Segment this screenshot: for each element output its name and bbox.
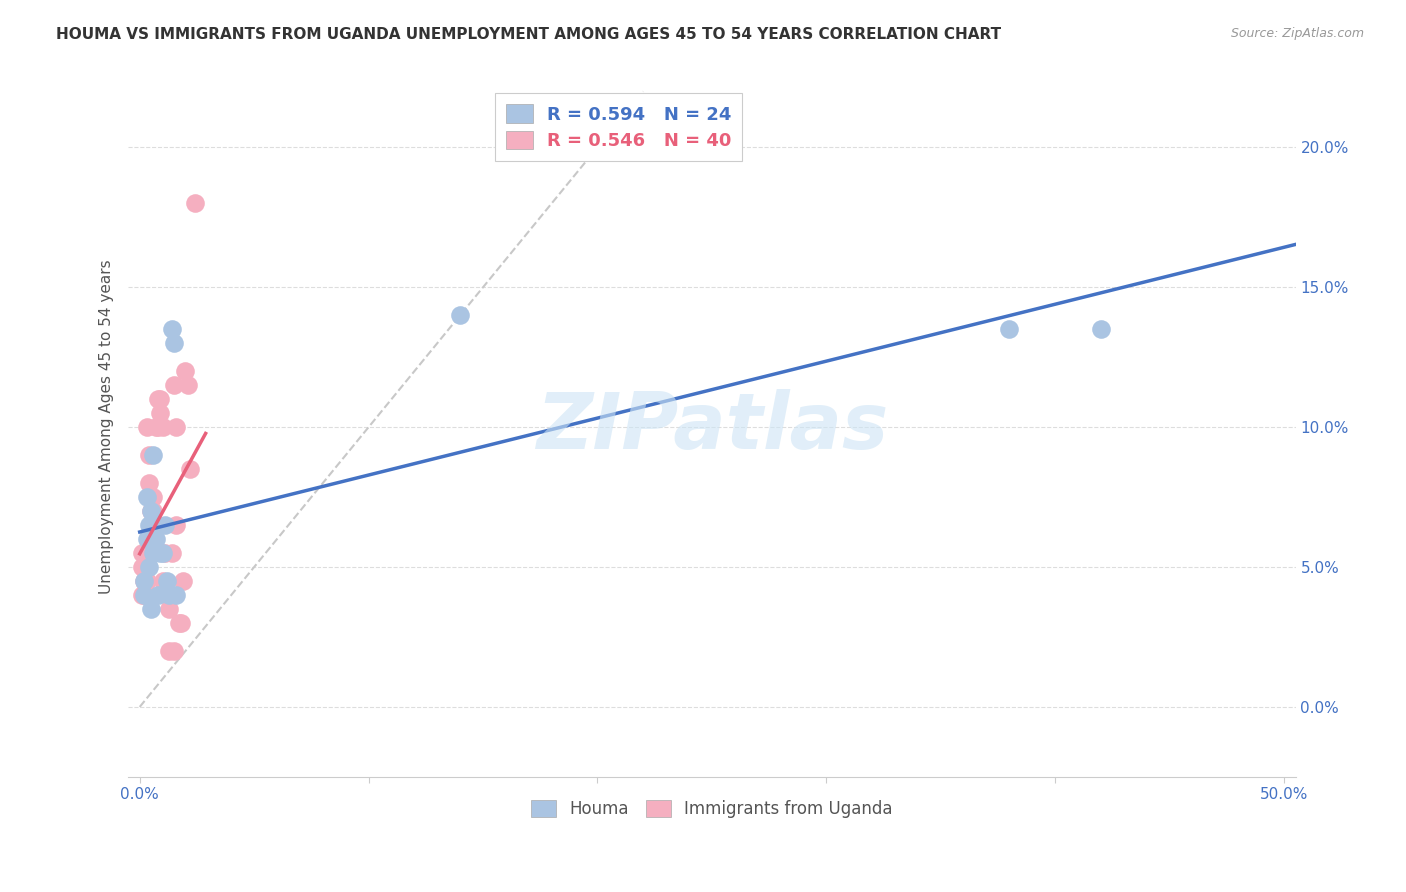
Point <box>134 574 156 588</box>
Point <box>146 420 169 434</box>
Text: ZIPatlas: ZIPatlas <box>536 389 889 465</box>
Point <box>146 392 169 407</box>
Point <box>1090 322 1112 336</box>
Point <box>134 588 156 602</box>
Point <box>152 420 174 434</box>
Point <box>170 615 193 630</box>
Point <box>163 336 186 351</box>
Point <box>174 364 197 378</box>
Point <box>998 322 1021 336</box>
Point <box>177 378 200 392</box>
Point <box>139 602 162 616</box>
Point <box>138 476 160 491</box>
Point <box>138 518 160 533</box>
Point <box>153 546 176 560</box>
Point <box>179 462 201 476</box>
Point <box>138 560 160 574</box>
Point <box>139 518 162 533</box>
Point <box>139 504 162 518</box>
Point <box>159 602 181 616</box>
Point <box>131 560 153 574</box>
Point <box>135 490 157 504</box>
Point <box>163 644 186 658</box>
Point <box>159 644 181 658</box>
Point <box>156 588 179 602</box>
Point <box>135 532 157 546</box>
Point <box>145 518 167 533</box>
Point <box>449 308 471 322</box>
Point <box>135 574 157 588</box>
Point <box>131 588 153 602</box>
Point <box>165 420 187 434</box>
Text: Source: ZipAtlas.com: Source: ZipAtlas.com <box>1230 27 1364 40</box>
Point <box>149 392 172 407</box>
Point <box>149 546 172 560</box>
Legend: Houma, Immigrants from Uganda: Houma, Immigrants from Uganda <box>524 793 900 824</box>
Point <box>152 574 174 588</box>
Point <box>131 546 153 560</box>
Point <box>135 420 157 434</box>
Text: HOUMA VS IMMIGRANTS FROM UGANDA UNEMPLOYMENT AMONG AGES 45 TO 54 YEARS CORRELATI: HOUMA VS IMMIGRANTS FROM UGANDA UNEMPLOY… <box>56 27 1001 42</box>
Point <box>156 574 179 588</box>
Point <box>142 546 165 560</box>
Point <box>165 588 187 602</box>
Point <box>160 322 183 336</box>
Point <box>134 560 156 574</box>
Point <box>163 378 186 392</box>
Point <box>153 518 176 533</box>
Point <box>145 420 167 434</box>
Point <box>134 574 156 588</box>
Point <box>138 448 160 462</box>
Point <box>145 532 167 546</box>
Point <box>160 588 183 602</box>
Point <box>134 588 156 602</box>
Point <box>135 588 157 602</box>
Point <box>172 574 194 588</box>
Point <box>167 615 190 630</box>
Point <box>159 588 181 602</box>
Y-axis label: Unemployment Among Ages 45 to 54 years: Unemployment Among Ages 45 to 54 years <box>100 260 114 594</box>
Point <box>165 518 187 533</box>
Point <box>135 588 157 602</box>
Point <box>146 588 169 602</box>
Point <box>142 448 165 462</box>
Point <box>142 504 165 518</box>
Point <box>183 196 205 211</box>
Point <box>149 406 172 420</box>
Point <box>142 490 165 504</box>
Point <box>152 546 174 560</box>
Point <box>139 504 162 518</box>
Point <box>160 546 183 560</box>
